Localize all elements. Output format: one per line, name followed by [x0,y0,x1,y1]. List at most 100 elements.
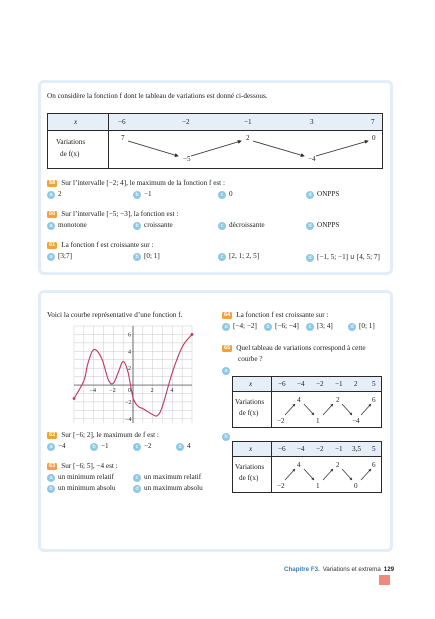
option-text: un minimum relatif [58,473,114,481]
option-text: [−1, 5; −1] ∪ [4, 5; 7] [317,253,380,261]
option-text: 2 [58,190,62,198]
table-row-label: Variations [56,138,86,146]
option-b[interactable]: b [0; 1] [133,252,160,261]
table-f-value: 7 [121,134,125,142]
option-a[interactable]: a [222,366,233,375]
option-letter-icon: c [218,191,226,199]
question-number-badge: 62 [47,431,58,439]
option-d[interactable]: d [0; 1] [348,322,375,331]
option-text: ONPPS [317,221,340,229]
option-letter-icon: b [90,443,98,451]
option-text: croissante [144,221,173,229]
option-text: −1 [101,442,109,450]
table-f-value: 6 [372,461,376,469]
option-d[interactable]: d [−1, 5; −1] ∪ [4, 5; 7] [306,252,380,262]
option-c[interactable]: c −2 [133,442,152,451]
option-c[interactable]: c [2, 1; 2, 5] [218,252,259,261]
option-b[interactable]: b −1 [90,442,109,451]
option-text: ONPPS [317,190,340,198]
question-text: Quel tableau de variations correspond à … [236,344,366,352]
table-row-label: Variations [235,463,265,471]
option-letter-icon: b [222,433,230,441]
option-c[interactable]: c [3; 4] [306,322,333,331]
y-tick-label: −2 [125,400,131,406]
option-d[interactable]: d ONPPS [306,221,339,230]
option-a[interactable]: a [3;7] [47,252,72,261]
option-text: 0 [229,190,233,198]
question-60: 60 Sur l’intervalle [−5; −3], la fonction… [47,210,178,218]
variation-arrows [284,468,372,481]
option-letter-icon: b [47,485,55,493]
variation-arrows [284,403,372,416]
y-tick-label: 6 [128,332,131,338]
option-c[interactable]: c un maximum relatif [133,473,201,482]
option-a[interactable]: a monotone [47,221,87,230]
option-b[interactable]: b un minimum absolu [47,484,116,493]
option-text: −1 [144,190,152,198]
question-text: La fonction f est croissante sur : [61,241,154,249]
table-x-value: −2 [316,380,324,388]
table-row-label: de f(x) [60,150,80,158]
option-a[interactable]: a [−4; −2] [222,322,257,331]
option-letter-icon: d [176,443,184,451]
table-x-value: −6 [278,445,286,453]
option-text: −4 [58,442,66,450]
table-x-value: −6 [278,380,286,388]
option-c[interactable]: c décroissante [218,221,265,230]
table-f-value: 2 [336,461,340,469]
question-text: Sur l’intervalle [−2; 4], le maximum de … [61,179,225,187]
question-text: Sur l’intervalle [−5; −3], la fonction e… [61,210,179,218]
table-f-value: 6 [372,396,376,404]
variation-table-a[interactable]: x Variations de f(x) −6 −4 −2 −1 2 5 −2 … [232,376,382,428]
table-x-value: 7 [371,118,375,126]
option-text: −2 [144,442,152,450]
option-a[interactable]: a −4 [47,442,66,451]
x-tick-label: 4 [170,388,173,394]
option-d[interactable]: d un maximum absolu [133,484,203,493]
option-b[interactable]: b −1 [133,190,152,199]
variation-table-b[interactable]: x Variations de f(x) −6 −4 −2 −1 3,5 5 −… [232,441,382,493]
option-text: monotone [58,221,87,229]
table-f-value: −4 [352,417,360,425]
option-letter-icon: d [306,254,314,262]
table-x-value: −4 [297,445,305,453]
option-letter-icon: c [218,253,226,261]
x-tick-label: −2 [109,388,115,394]
option-text: un maximum relatif [144,473,202,481]
table-x-value: −2 [182,118,190,126]
table-f-value: 1 [316,417,320,425]
question-number-badge: 58 [47,179,58,187]
graph-tick-labels: −4 −2 0 2 4 6 4 2 −2 −4 [90,332,174,422]
option-letter-icon: a [47,222,55,230]
option-a[interactable]: a un minimum relatif [47,473,114,482]
intro-text: On considère la fonction f dont le table… [47,92,268,100]
question-text: Sur [−6; 2], le maximum de f est : [61,431,159,439]
option-letter-icon: b [264,323,272,331]
x-tick-label: 0 [128,388,131,394]
option-letter-icon: b [133,222,141,230]
option-b[interactable]: b [−6; −4] [264,322,299,331]
option-b[interactable]: b croissante [133,221,173,230]
table-x-value: 3 [310,118,314,126]
option-letter-icon: c [133,474,141,482]
option-letter-icon: d [348,323,356,331]
table-f-value: −4 [308,155,316,163]
option-letter-icon: a [47,253,55,261]
table-x-value: 3,5 [352,445,361,453]
table-row-label: de f(x) [239,409,259,417]
question-63: 63 Sur [−6; 5], −4 est : [47,462,118,470]
question-text: La fonction f est croissante sur : [236,311,329,319]
graph-intro-text: Voici la courbe représentative d’une fon… [47,311,183,319]
option-b[interactable]: b [222,432,233,441]
table-f-value: −2 [277,417,285,425]
table-f-value: 2 [336,396,340,404]
exercise-card-top [38,80,393,275]
question-58: 58 Sur l’intervalle [−2; 4], le maximum d… [47,179,225,187]
table-f-value: 1 [316,482,320,490]
table-x-value: 5 [372,380,376,388]
option-text: un maximum absolu [144,484,203,492]
option-d[interactable]: d ONPPS [306,190,339,199]
